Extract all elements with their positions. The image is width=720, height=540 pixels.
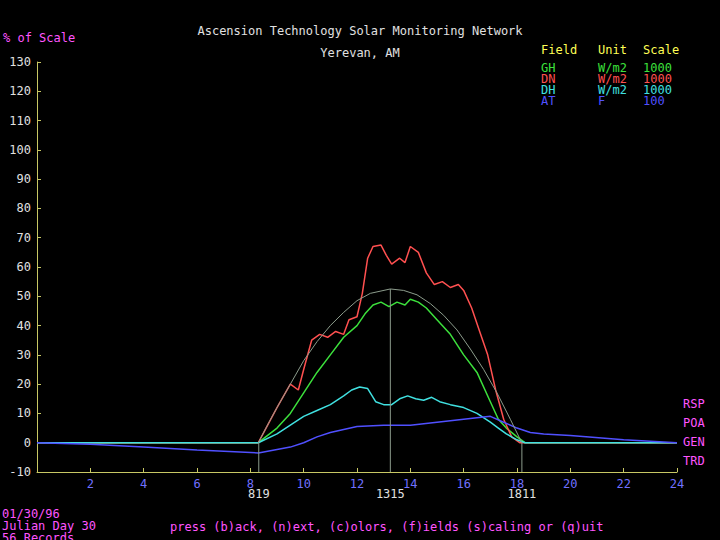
svg-text:40: 40 (17, 319, 31, 333)
svg-text:% of Scale: % of Scale (3, 31, 75, 45)
svg-text:22: 22 (616, 477, 630, 491)
svg-text:50: 50 (17, 289, 31, 303)
svg-text:130: 130 (9, 55, 31, 69)
svg-text:12: 12 (350, 477, 364, 491)
svg-text:TRD: TRD (683, 454, 705, 468)
svg-text:70: 70 (17, 231, 31, 245)
svg-text:W/m2: W/m2 (598, 72, 627, 86)
svg-text:10: 10 (17, 406, 31, 420)
svg-text:1811: 1811 (507, 487, 537, 501)
svg-text:F: F (598, 94, 605, 108)
svg-text:30: 30 (17, 348, 31, 362)
svg-text:14: 14 (403, 477, 417, 491)
svg-text:0: 0 (24, 436, 31, 450)
svg-text:4: 4 (140, 477, 147, 491)
svg-text:Unit: Unit (598, 43, 627, 57)
svg-text:20: 20 (563, 477, 577, 491)
svg-text:GH: GH (541, 61, 556, 75)
svg-text:AT: AT (541, 94, 555, 108)
svg-text:80: 80 (17, 201, 31, 215)
svg-text:1000: 1000 (643, 83, 672, 97)
svg-text:819: 819 (247, 487, 270, 501)
svg-text:Yerevan, AM: Yerevan, AM (320, 46, 399, 60)
svg-text:100: 100 (9, 143, 31, 157)
svg-text:press (b)ack, (n)ext, (c)olors: press (b)ack, (n)ext, (c)olors, (f)ields… (170, 520, 603, 534)
svg-text:100: 100 (643, 94, 665, 108)
svg-text:24: 24 (670, 477, 684, 491)
svg-text:W/m2: W/m2 (598, 61, 627, 75)
svg-text:6: 6 (193, 477, 200, 491)
svg-text:2: 2 (87, 477, 94, 491)
svg-text:Ascension Technology Solar Mon: Ascension Technology Solar Monitoring Ne… (197, 24, 523, 38)
svg-text:18: 18 (510, 477, 524, 491)
svg-text:Julian Day 30: Julian Day 30 (2, 519, 96, 533)
svg-text:W/m2: W/m2 (598, 83, 627, 97)
svg-text:10: 10 (296, 477, 310, 491)
svg-text:20: 20 (17, 377, 31, 391)
svg-text:DH: DH (541, 83, 556, 97)
svg-text:Scale: Scale (643, 43, 679, 57)
svg-text:1315: 1315 (376, 487, 405, 501)
svg-text:01/30/96: 01/30/96 (2, 507, 60, 521)
svg-text:DN: DN (541, 72, 556, 86)
svg-text:110: 110 (9, 114, 31, 128)
svg-text:1000: 1000 (643, 61, 672, 75)
svg-text:RSP: RSP (683, 397, 705, 411)
svg-text:56 Records: 56 Records (2, 531, 74, 540)
svg-text:-10: -10 (9, 465, 31, 479)
svg-text:Field: Field (541, 43, 577, 57)
svg-text:16: 16 (456, 477, 470, 491)
svg-text:120: 120 (9, 84, 31, 98)
svg-text:GEN: GEN (683, 435, 705, 449)
svg-text:60: 60 (17, 260, 31, 274)
svg-text:POA: POA (683, 416, 705, 430)
svg-text:1000: 1000 (643, 72, 672, 86)
svg-text:8: 8 (247, 477, 254, 491)
svg-text:90: 90 (17, 172, 31, 186)
